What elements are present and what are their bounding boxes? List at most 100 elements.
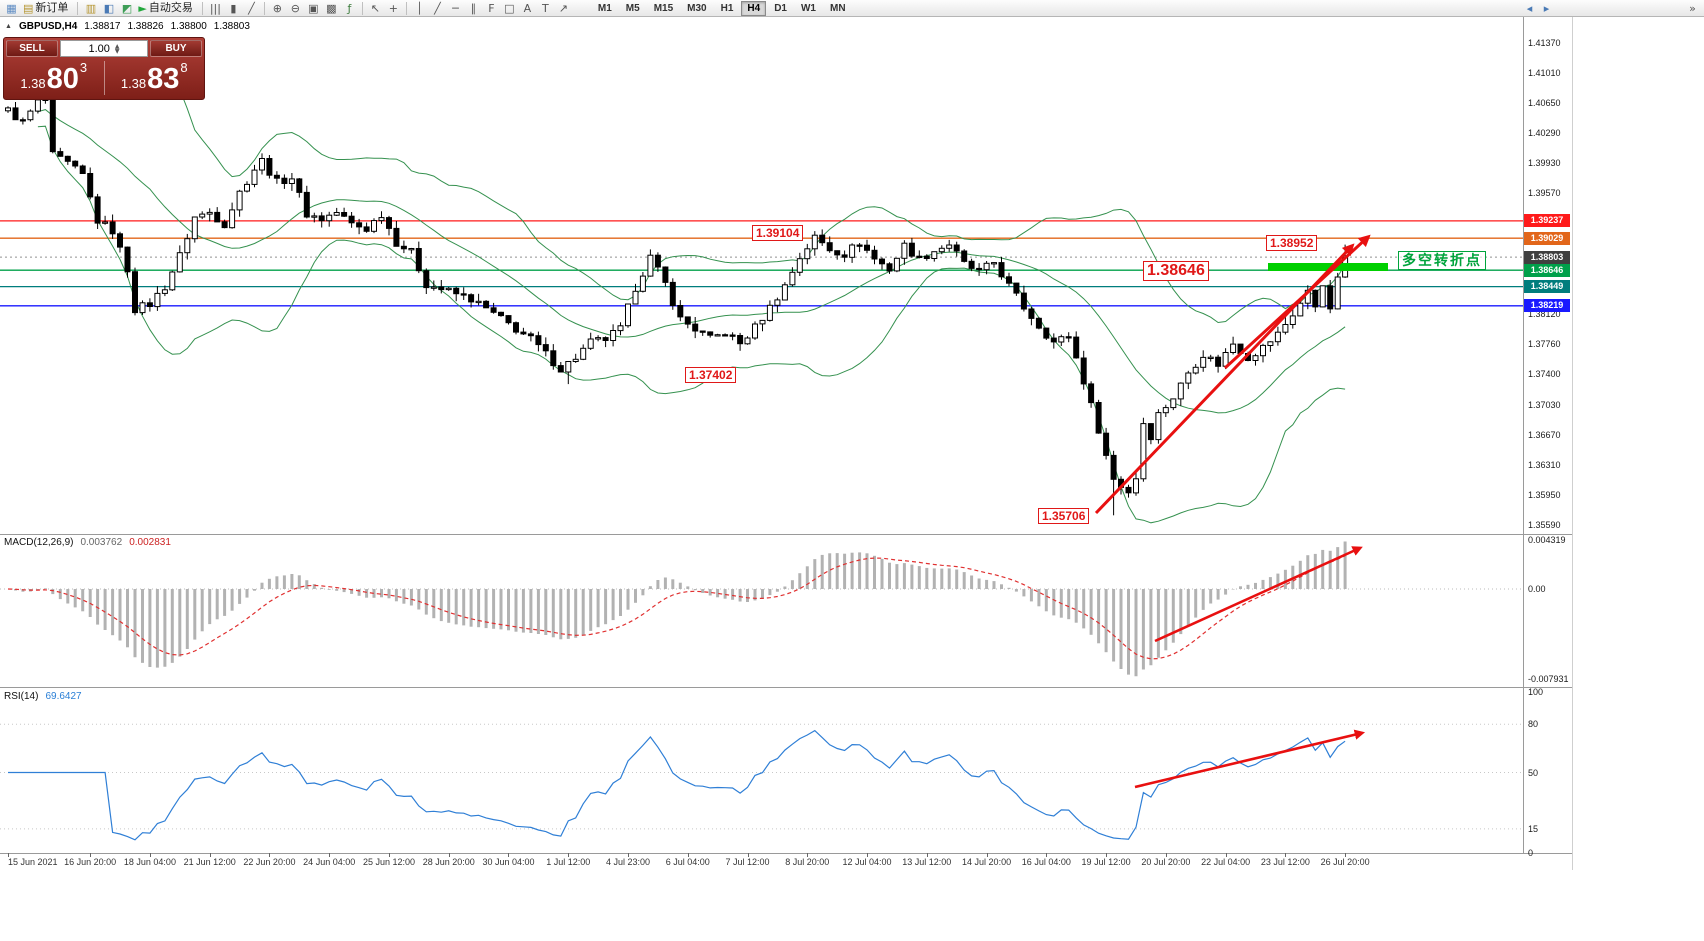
cursor-icon-glyph: ↖	[370, 1, 380, 15]
candlestick-chart-icon-glyph: ▮	[230, 1, 237, 15]
tile-windows-icon-glyph: ▣	[308, 1, 319, 15]
new-chart-icon-glyph: ▦	[6, 1, 17, 15]
tile-windows-icon[interactable]: ▣	[305, 1, 322, 16]
arrow-tool-icon[interactable]: ↗	[555, 1, 572, 16]
trend-arrow-2[interactable]	[1223, 234, 1371, 370]
auto-arrange-icon[interactable]: ▩	[323, 1, 340, 16]
label-icon[interactable]: T	[537, 1, 554, 16]
chart-profiles-icon[interactable]: ▥	[82, 1, 99, 16]
timeframe-m1[interactable]: M1	[597, 2, 612, 14]
chart-auto-scroll-icon[interactable]: ◂	[1526, 2, 1533, 15]
support-highlight-bar[interactable]	[1268, 263, 1388, 271]
indicators-icon-glyph: ƒ	[347, 1, 352, 15]
fibonacci-icon[interactable]: F	[483, 1, 500, 16]
zoom-out-icon[interactable]: ⊖	[287, 1, 304, 16]
market-watch-icon[interactable]: ◧	[100, 1, 117, 16]
time-label: 8 Jul 20:00	[785, 857, 830, 867]
candles-group	[5, 94, 1349, 516]
vertical-line-icon[interactable]: │	[411, 1, 428, 16]
new-chart-icon[interactable]: ▦	[3, 1, 20, 16]
rsi-value: 69.6427	[45, 691, 82, 702]
price-axis-border	[1523, 17, 1524, 853]
fibonacci-icon-glyph: F	[488, 1, 495, 15]
buy-price-prefix: 1.38	[120, 76, 147, 91]
price-tag-1.38449: 1.38449	[1524, 280, 1570, 294]
time-label: 14 Jul 20:00	[962, 857, 1012, 867]
horizontal-line-icon[interactable]: ─	[447, 1, 464, 16]
toolbar-overflow-icon[interactable]: »	[1689, 2, 1696, 15]
time-label: 25 Jun 12:00	[362, 857, 415, 867]
quote-close: 1.38803	[213, 21, 250, 32]
main-chart[interactable]	[0, 17, 1523, 534]
timeframe-d1[interactable]: D1	[774, 2, 787, 14]
one-click-divider	[103, 61, 105, 95]
sell-price[interactable]: 1.38 80 3	[4, 59, 104, 97]
timeframe-h1[interactable]: H1	[720, 2, 734, 14]
rsi-trend-arrow[interactable]	[1134, 729, 1366, 789]
volume-spinner-icon[interactable]: ▲ ▼	[114, 42, 120, 55]
vertical-line-icon-glyph: │	[416, 1, 423, 15]
text-icon[interactable]: A	[519, 1, 536, 16]
one-click-collapse-icon[interactable]: ▲	[5, 23, 12, 30]
bollinger-upper	[37, 47, 1346, 324]
zoom-in-icon[interactable]: ⊕	[269, 1, 286, 16]
line-chart-icon[interactable]: ╱	[243, 1, 260, 16]
timeframe-m30[interactable]: M30	[687, 2, 707, 14]
toolbar: ▦ ▤ 新订单 ▥ ◧ ◩ ► 自动交易 ||| ▮ ╱ ⊕ ⊖ ▣ ▩ ƒ ↖ + │ ╱ ─ ∥ F □ A T ↗ M1 M5 M1…	[0, 0, 1704, 17]
horizontal-line-icon-glyph: ─	[452, 1, 459, 15]
price-tick-1.35950: 1.35950	[1528, 489, 1561, 500]
crosshair-icon[interactable]: +	[385, 1, 402, 16]
price-tick-1.37400: 1.37400	[1528, 369, 1561, 380]
buy-button[interactable]: BUY	[150, 40, 202, 57]
time-label: 16 Jul 04:00	[1021, 857, 1071, 867]
autotrade-button-label: 自动交易	[148, 1, 193, 14]
chart-profiles-icon-glyph: ▥	[85, 1, 97, 15]
toolbar-separator	[405, 1, 407, 15]
candlestick-chart-icon[interactable]: ▮	[225, 1, 242, 16]
navigator-icon[interactable]: ◩	[118, 1, 135, 16]
toolbar-separator	[77, 1, 79, 15]
timeframe-h4[interactable]: H4	[741, 0, 767, 16]
time-label: 28 Jun 20:00	[422, 857, 475, 867]
price-tick-1.41370: 1.41370	[1528, 38, 1561, 48]
macd-panel[interactable]	[0, 535, 1523, 686]
toolbar-separator	[263, 1, 265, 15]
price-tick-1.38120: 1.38120	[1528, 309, 1561, 320]
navigator-icon-glyph: ◩	[121, 1, 133, 15]
time-axis-line	[0, 853, 1572, 854]
timeframe-mn[interactable]: MN	[829, 2, 846, 14]
channel-icon[interactable]: ∥	[465, 1, 482, 16]
timeframe-w1[interactable]: W1	[800, 2, 816, 14]
buy-price[interactable]: 1.38 83 8	[105, 59, 205, 97]
autotrade-button[interactable]: ► 自动交易	[136, 1, 197, 16]
rsi-panel[interactable]	[0, 688, 1523, 853]
sell-button[interactable]: SELL	[6, 40, 58, 57]
price-tick-1.39930: 1.39930	[1528, 158, 1561, 169]
sell-price-sup: 3	[79, 60, 88, 75]
divider-main-macd[interactable]	[0, 534, 1572, 535]
price-tag-1.39237: 1.39237	[1524, 214, 1570, 228]
macd-trend-arrow[interactable]	[1154, 546, 1363, 643]
cursor-icon[interactable]: ↖	[367, 1, 384, 16]
toolbar-separator	[201, 1, 203, 15]
chart-window-edge	[1572, 17, 1573, 870]
macd-axis-label-0.004319: 0.004319	[1528, 535, 1566, 545]
quote-low: 1.38800	[170, 21, 207, 32]
chart-shift-icon[interactable]: ▸	[1543, 2, 1550, 15]
shapes-icon[interactable]: □	[501, 1, 518, 16]
rsi-axis-label-15: 15	[1528, 823, 1539, 834]
timeframe-m15[interactable]: M15	[653, 2, 674, 14]
bar-chart-icon[interactable]: |||	[207, 1, 224, 16]
market-watch-icon-glyph: ◧	[103, 1, 115, 15]
new-order-button[interactable]: ▤ 新订单	[21, 1, 73, 16]
volume-input[interactable]: 1.00 ▲ ▼	[60, 40, 148, 57]
toolbar-separator	[361, 1, 363, 15]
price-tag-1.39029: 1.39029	[1524, 231, 1570, 245]
trendline-icon[interactable]: ╱	[429, 1, 446, 16]
macd-axis-label-0.00: 0.00	[1528, 584, 1546, 594]
indicators-icon[interactable]: ƒ	[341, 1, 358, 16]
quote-high: 1.38826	[127, 21, 164, 32]
time-label: 19 Jul 12:00	[1081, 857, 1131, 867]
divider-macd-rsi[interactable]	[0, 687, 1572, 688]
timeframe-m5[interactable]: M5	[625, 2, 640, 14]
